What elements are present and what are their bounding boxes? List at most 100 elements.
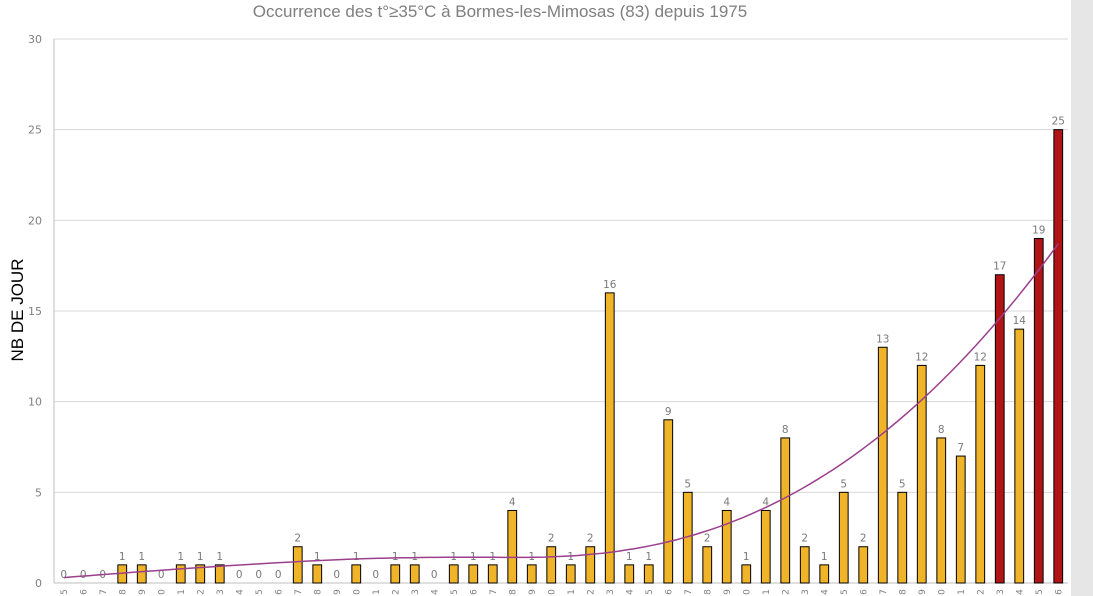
y-tick-label: 15	[28, 305, 42, 318]
bar	[526, 564, 537, 584]
bar	[624, 564, 635, 584]
bar	[312, 564, 323, 584]
x-tick-label: 6	[274, 589, 284, 595]
data-label: 19	[1032, 224, 1045, 236]
data-label: 1	[119, 551, 126, 563]
x-tick-label: 7	[879, 589, 889, 595]
data-label: 0	[255, 569, 262, 581]
x-tick-label: 5	[255, 589, 265, 595]
data-label: 1	[314, 551, 321, 563]
y-tick-label: 25	[28, 124, 42, 137]
y-tick-label: 30	[28, 33, 42, 46]
trendline	[63, 243, 1059, 579]
data-label: 1	[567, 551, 574, 563]
bar	[838, 491, 849, 584]
data-label: 0	[236, 569, 243, 581]
bar	[702, 546, 713, 584]
x-tick-label: 5	[645, 589, 655, 595]
bar	[1014, 328, 1025, 584]
x-tick-label: 1	[762, 589, 772, 595]
data-label: 1	[626, 551, 633, 563]
x-tick-label: 3	[411, 589, 421, 595]
bar	[916, 364, 927, 584]
bar-chart: 0510152025300506071819001112130405062718…	[28, 33, 1068, 595]
x-tick-label: 5	[840, 589, 850, 595]
bar	[1033, 237, 1044, 584]
data-label: 8	[782, 424, 789, 436]
chart-title: Occurrence des t°≥35°C à Bormes-les-Mimo…	[252, 2, 748, 21]
x-tick-label: 4	[430, 589, 440, 595]
bar	[604, 292, 615, 584]
x-tick-label: 8	[898, 589, 908, 595]
data-label: 1	[392, 551, 399, 563]
x-tick-label: 2	[391, 589, 401, 595]
x-tick-label: 8	[313, 589, 323, 595]
data-label: 14	[1013, 315, 1027, 327]
data-label: 0	[372, 569, 379, 581]
x-tick-label: 7	[684, 589, 694, 595]
bar	[955, 455, 966, 584]
bar	[643, 564, 654, 584]
x-tick-label: 9	[333, 589, 343, 595]
x-tick-label: 8	[118, 589, 128, 595]
bar	[487, 564, 498, 584]
data-label: 0	[158, 569, 165, 581]
data-label: 1	[216, 551, 223, 563]
scrollbar[interactable]	[1071, 0, 1093, 596]
x-tick-label: 9	[528, 589, 538, 595]
x-tick-label: 9	[918, 589, 928, 595]
x-tick-label: 6	[859, 589, 869, 595]
x-tick-label: 6	[469, 589, 479, 595]
bar	[409, 564, 420, 584]
data-label: 9	[665, 406, 672, 418]
data-label: 4	[723, 496, 730, 508]
x-tick-label: 2	[196, 589, 206, 595]
data-label: 1	[138, 551, 145, 563]
x-tick-label: 6	[79, 589, 89, 595]
x-tick-label: 0	[742, 589, 752, 595]
bar	[663, 419, 674, 584]
x-tick-label: 1	[177, 589, 187, 595]
bar	[507, 509, 518, 584]
data-label: 1	[743, 551, 750, 563]
data-label: 1	[353, 551, 360, 563]
data-label: 17	[993, 261, 1006, 273]
x-tick-label: 7	[489, 589, 499, 595]
bar	[1053, 129, 1064, 584]
data-label: 1	[197, 551, 204, 563]
bar	[936, 437, 947, 584]
bar	[136, 564, 147, 584]
x-tick-label: 4	[625, 589, 635, 595]
bar	[292, 546, 303, 584]
data-label: 0	[60, 569, 67, 581]
bar	[819, 564, 830, 584]
x-tick-label: 4	[820, 589, 830, 595]
x-tick-label: 2	[976, 589, 986, 595]
bar	[780, 437, 791, 584]
x-tick-label: 8	[508, 589, 518, 595]
data-label: 2	[587, 533, 594, 545]
x-tick-label: 0	[937, 589, 947, 595]
bar	[897, 491, 908, 584]
x-tick-label: 7	[294, 589, 304, 595]
data-label: 1	[645, 551, 652, 563]
x-tick-label: 4	[235, 589, 245, 595]
data-label: 5	[840, 478, 847, 490]
x-tick-label: 3	[216, 589, 226, 595]
data-label: 7	[957, 442, 964, 454]
x-tick-label: 5	[1035, 589, 1045, 595]
x-tick-label: 1	[957, 589, 967, 595]
bar	[760, 509, 771, 584]
bar	[877, 346, 888, 584]
x-tick-label: 0	[352, 589, 362, 595]
x-tick-label: 2	[586, 589, 596, 595]
data-label: 2	[548, 533, 555, 545]
data-label: 4	[762, 496, 769, 508]
bar	[214, 564, 225, 584]
x-tick-label: 4	[1015, 589, 1025, 595]
bar	[858, 546, 869, 584]
bar	[799, 546, 810, 584]
bar	[994, 274, 1005, 584]
y-tick-label: 20	[28, 214, 42, 227]
bar	[546, 546, 557, 584]
